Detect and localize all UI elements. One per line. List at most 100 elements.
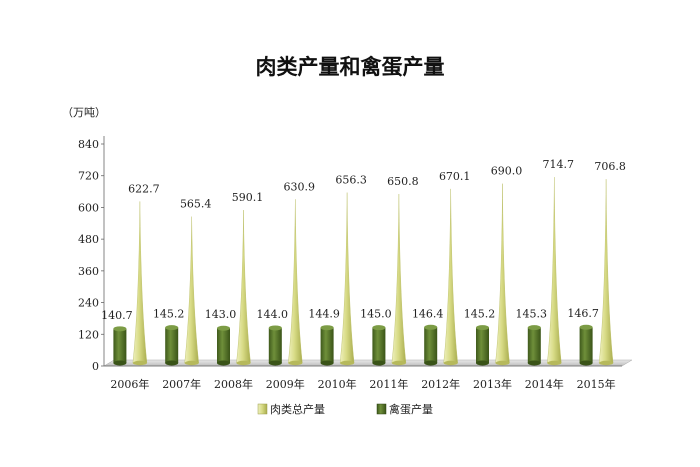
meat-value-label: 650.8 (387, 175, 419, 188)
y-tick-label: 0 (92, 360, 99, 373)
meat-cone (184, 216, 199, 366)
meat-cone-base (391, 360, 406, 366)
y-tick-label: 720 (78, 170, 99, 183)
meat-cone (547, 177, 562, 366)
egg-value-label: 145.3 (516, 308, 548, 321)
meat-cone (132, 201, 148, 366)
egg-bar-base (217, 360, 230, 366)
egg-value-label: 145.2 (153, 308, 185, 321)
meat-cone-base (340, 360, 355, 366)
egg-bar-top (113, 326, 127, 332)
egg-bar (579, 324, 593, 366)
meat-cone-body (495, 183, 510, 364)
egg-bar-top (424, 324, 438, 330)
chart-title: 肉类产量和禽蛋产量 (256, 55, 445, 79)
egg-bar-body (476, 327, 489, 363)
egg-bar-body (165, 327, 179, 363)
y-ticks: 0 120 240 360 480 600 720 840 (78, 138, 104, 373)
meat-cone-base (599, 360, 614, 366)
meat-value-label: 670.1 (439, 170, 471, 183)
legend-item-eggs: 禽蛋产量 (376, 402, 433, 416)
meat-value-label: 690.0 (491, 165, 523, 178)
x-tick-label: 2014年 (525, 377, 564, 391)
meat-cone-body (443, 188, 458, 364)
meat-cone-base (495, 360, 510, 366)
x-ticks: 2006年 2007年 2008年 2009年 2010年 2011年 2012年 2013年… (110, 377, 615, 391)
egg-value-label: 143.0 (205, 308, 237, 321)
egg-bar-top (476, 325, 489, 331)
egg-bar-base (527, 360, 541, 366)
meat-cone-body (598, 179, 614, 364)
x-tick-label: 2008年 (214, 377, 253, 391)
egg-bar-top (372, 325, 386, 331)
egg-bar (268, 325, 282, 366)
meat-cone-body (236, 210, 251, 364)
series-marks: 140.7 622.7 145.2 565.4 143.0 590.1 144.0 630.9… (101, 158, 626, 366)
x-tick-label: 2006年 (110, 377, 149, 391)
meat-cone (391, 194, 407, 366)
egg-bar (113, 326, 127, 366)
y-tick-label: 240 (78, 297, 99, 310)
x-tick-label: 2011年 (369, 377, 408, 391)
egg-bar (424, 324, 438, 366)
egg-bar-body (113, 328, 127, 363)
egg-bar-top (579, 324, 593, 330)
egg-value-label: 145.0 (360, 308, 392, 321)
legend-label-eggs: 禽蛋产量 (389, 402, 433, 416)
egg-bar-base (476, 360, 489, 366)
egg-bar-top (320, 325, 334, 331)
meat-cone-body (339, 192, 355, 364)
x-tick-label: 2009年 (266, 377, 305, 391)
egg-bar-base (165, 360, 179, 366)
meat-value-label: 656.3 (335, 174, 367, 187)
egg-bar-top (217, 325, 230, 331)
meat-value-label: 714.7 (543, 158, 575, 171)
y-tick-label: 600 (78, 201, 99, 214)
egg-bar-body (424, 327, 438, 363)
x-tick-label: 2013年 (473, 377, 512, 391)
meat-cone-base (288, 360, 303, 366)
y-tick-label: 480 (78, 233, 99, 246)
meat-cone-body (132, 201, 148, 364)
legend-label-meat: 肉类总产量 (270, 402, 325, 416)
meat-cone-base (236, 360, 251, 366)
egg-bar-body (217, 328, 230, 363)
meat-cone-body (547, 177, 562, 364)
meat-cone (495, 183, 510, 366)
x-tick-label: 2015年 (577, 377, 616, 391)
egg-bar (165, 325, 179, 366)
legend-swatch-eggs (376, 403, 387, 415)
y-tick-label: 360 (78, 265, 99, 278)
egg-bar (527, 325, 541, 366)
meat-cone-body (391, 194, 407, 364)
egg-bar-base (579, 360, 593, 366)
legend-swatch-meat (257, 403, 268, 415)
egg-bar-body (320, 327, 334, 363)
meat-cone (339, 192, 355, 366)
meat-cone-body (184, 216, 199, 364)
meat-cone-base (443, 360, 458, 366)
egg-bar-base (268, 360, 282, 366)
egg-bar-body (372, 327, 386, 363)
egg-bar-base (113, 360, 127, 366)
egg-bar (476, 325, 489, 366)
egg-bar-top (527, 325, 541, 331)
x-tick-label: 2012年 (421, 377, 460, 391)
meat-value-label: 630.9 (284, 180, 316, 193)
egg-bar (217, 325, 230, 366)
meat-cone (443, 188, 458, 366)
legend: 肉类总产量 禽蛋产量 (257, 402, 433, 416)
meat-value-label: 590.1 (232, 191, 264, 204)
meat-value-label: 706.8 (594, 160, 626, 173)
egg-bar-base (320, 360, 334, 366)
egg-value-label: 145.2 (464, 308, 496, 321)
egg-value-label: 140.7 (101, 309, 133, 322)
egg-value-label: 146.4 (412, 307, 444, 320)
meat-value-label: 622.7 (128, 182, 160, 195)
meat-cone-body (288, 199, 303, 364)
egg-bar-body (268, 327, 282, 363)
egg-value-label: 144.9 (308, 308, 340, 321)
meat-cone (236, 210, 251, 366)
egg-bar-top (268, 325, 282, 331)
